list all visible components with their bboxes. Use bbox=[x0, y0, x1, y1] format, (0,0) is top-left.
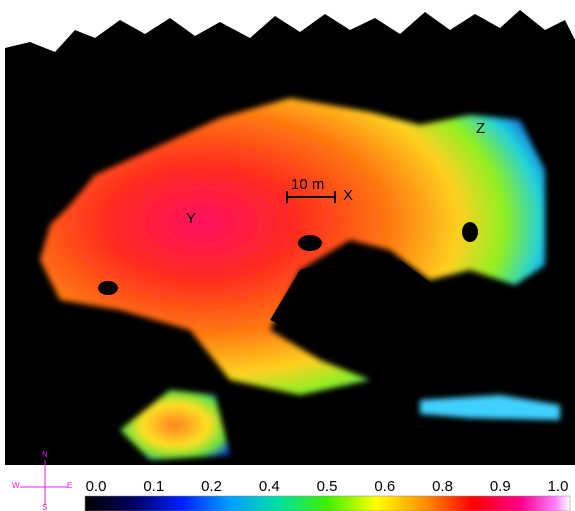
point-label: Y bbox=[186, 210, 196, 227]
compass-label: E bbox=[67, 481, 72, 490]
point-label: Z bbox=[476, 120, 485, 137]
colorbar-tick-label: 0.4 bbox=[259, 478, 280, 495]
compass-label: S bbox=[42, 503, 47, 511]
colorbar-tick-label: 0.1 bbox=[143, 478, 164, 495]
colorbar bbox=[84, 495, 571, 511]
compass-label: W bbox=[12, 481, 20, 490]
colorbar-tick-label: 1.0 bbox=[548, 478, 569, 495]
point-label: X bbox=[343, 187, 353, 204]
compass-label: N bbox=[42, 450, 48, 459]
colorbar-tick-label: 0.0 bbox=[86, 478, 107, 495]
scale-label: 10 m bbox=[291, 176, 324, 193]
colorbar-tick-label: 0.6 bbox=[374, 478, 395, 495]
heat-map bbox=[40, 98, 560, 460]
colorbar-tick-label: 0.2 bbox=[201, 478, 222, 495]
colorbar-tick-label: 0.9 bbox=[490, 478, 511, 495]
compass bbox=[20, 460, 68, 505]
scale-bar bbox=[286, 191, 336, 203]
colorbar-tick-label: 0.5 bbox=[317, 478, 338, 495]
holes bbox=[98, 222, 545, 380]
colorbar-tick-label: 0.8 bbox=[432, 478, 453, 495]
